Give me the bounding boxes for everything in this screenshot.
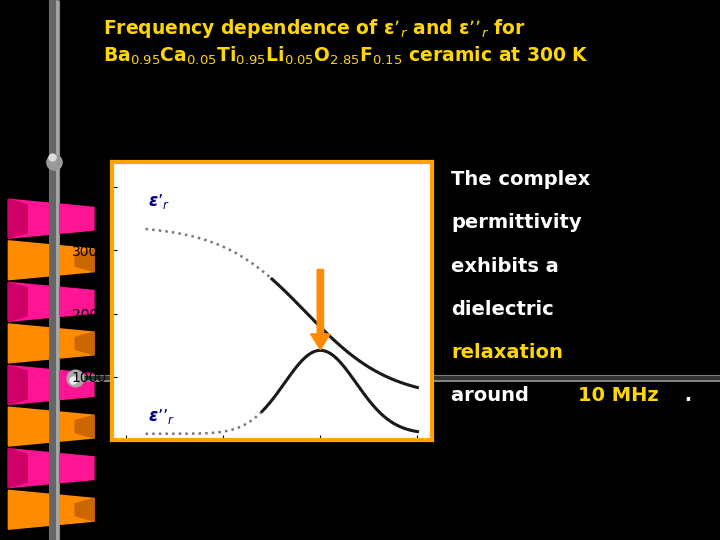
- Text: .: .: [678, 386, 692, 405]
- Polygon shape: [75, 498, 94, 521]
- Text: 10 MHz: 10 MHz: [577, 386, 658, 405]
- Polygon shape: [9, 449, 94, 488]
- Text: The complex: The complex: [451, 170, 590, 190]
- Text: dielectric: dielectric: [451, 300, 554, 319]
- Polygon shape: [75, 415, 94, 438]
- Text: ε’’$_r$: ε’’$_r$: [148, 407, 175, 426]
- Polygon shape: [9, 241, 94, 280]
- Polygon shape: [9, 407, 94, 446]
- Polygon shape: [9, 366, 27, 404]
- Text: Frequency dependence of ε’$_r$ and ε’’$_r$ for
Ba$_{0.95}$Ca$_{0.05}$Ti$_{0.95}$: Frequency dependence of ε’$_r$ and ε’’$_…: [104, 17, 589, 67]
- X-axis label: log f (Hz): log f (Hz): [237, 463, 307, 478]
- Polygon shape: [75, 332, 94, 355]
- Polygon shape: [75, 249, 94, 272]
- Polygon shape: [9, 449, 27, 488]
- Text: permittivity: permittivity: [451, 213, 582, 232]
- Polygon shape: [9, 324, 94, 363]
- Polygon shape: [9, 282, 94, 321]
- Text: relaxation: relaxation: [451, 343, 563, 362]
- FancyArrow shape: [310, 269, 330, 350]
- Polygon shape: [9, 490, 94, 529]
- Polygon shape: [9, 199, 27, 238]
- Polygon shape: [9, 282, 27, 321]
- Polygon shape: [9, 199, 94, 238]
- Text: around: around: [451, 386, 536, 405]
- Text: exhibits a: exhibits a: [451, 256, 559, 275]
- Polygon shape: [9, 366, 94, 404]
- Text: ε’$_r$: ε’$_r$: [148, 192, 170, 211]
